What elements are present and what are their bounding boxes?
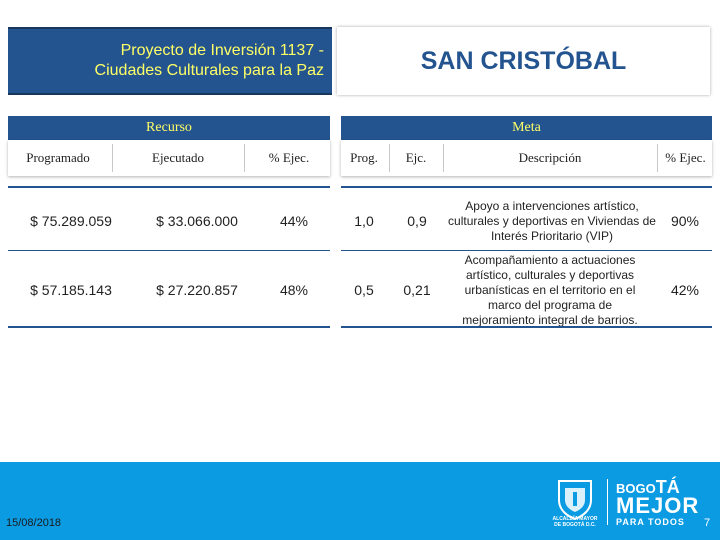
- cell-pct-meta: 42%: [670, 282, 700, 298]
- cell-programado: $ 75.289.059: [30, 213, 112, 229]
- header-divider: [112, 144, 113, 172]
- header-pct-ejec-recurso: % Ejec.: [268, 150, 310, 165]
- cell-descripcion: Acompañamiento a actuaciones artístico, …: [462, 252, 638, 327]
- table-bottom-rule: [341, 326, 712, 328]
- header-divider: [244, 144, 245, 172]
- section-recurso-header: Recurso: [8, 116, 330, 140]
- cell-ejecutado: $ 33.066.000: [156, 213, 238, 229]
- table-top-rule: [341, 186, 712, 188]
- logo-word-bogo: BOGO: [616, 481, 656, 496]
- bogota-shield-logo-icon: [558, 480, 592, 520]
- header-divider: [443, 144, 444, 172]
- bogota-mejor-logo: BOGOTÁ MEJOR PARA TODOS: [616, 478, 699, 527]
- project-title-line1: Proyecto de Inversión 1137 -: [120, 42, 324, 59]
- logo-divider: [607, 479, 608, 525]
- row-divider: [8, 250, 330, 251]
- header-programado: Programado: [26, 150, 90, 165]
- project-title-box: Proyecto de Inversión 1137 - Ciudades Cu…: [8, 27, 332, 95]
- project-title-line2: Ciudades Culturales para la Paz: [94, 62, 324, 79]
- cell-ejecutado: $ 27.220.857: [156, 282, 238, 298]
- header-divider: [657, 144, 658, 172]
- cell-programado: $ 57.185.143: [30, 282, 112, 298]
- footer-date: 15/08/2018: [6, 517, 62, 529]
- footer-band: [0, 462, 720, 540]
- location-title: SAN CRISTÓBAL: [337, 27, 710, 95]
- header-divider: [389, 144, 390, 172]
- cell-descripcion: Apoyo a intervenciones artístico, cultur…: [448, 198, 656, 243]
- table-bottom-rule: [8, 326, 330, 328]
- header-descripcion: Descripción: [518, 150, 582, 165]
- logo-alcaldia-line1: ALCALDÍA MAYOR: [552, 516, 598, 522]
- header-prog: Prog.: [350, 150, 378, 165]
- header-pct-ejec-meta: % Ejec.: [665, 150, 706, 165]
- logo-word-ta: TÁ: [655, 477, 680, 497]
- recurso-column-headers: Programado Ejecutado % Ejec.: [8, 140, 330, 176]
- cell-pct-recurso: 48%: [279, 282, 309, 298]
- header-ejecutado: Ejecutado: [152, 150, 204, 165]
- cell-prog: 1,0: [354, 213, 374, 229]
- cell-ejc: 0,9: [407, 213, 427, 229]
- cell-pct-recurso: 44%: [279, 213, 309, 229]
- header-ejc: Ejc.: [405, 150, 427, 165]
- logo-word-para-todos: PARA TODOS: [616, 517, 685, 527]
- section-meta-header: Meta: [341, 116, 712, 140]
- page-number: 7: [704, 517, 711, 529]
- row-divider: [341, 250, 712, 251]
- cell-prog: 0,5: [354, 282, 374, 298]
- logo-alcaldia-line2: DE BOGOTÁ D.C.: [554, 522, 596, 528]
- meta-column-headers: Prog. Ejc. Descripción % Ejec.: [341, 140, 712, 176]
- table-top-rule: [8, 186, 330, 188]
- logo-word-mejor: MEJOR: [616, 493, 700, 518]
- cell-pct-meta: 90%: [670, 213, 700, 229]
- cell-ejc: 0,21: [403, 282, 431, 298]
- logo-alcaldia-text: ALCALDÍA MAYOR DE BOGOTÁ D.C.: [546, 516, 604, 528]
